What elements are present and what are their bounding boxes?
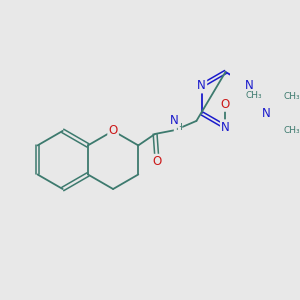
Text: O: O <box>221 98 230 111</box>
Text: CH₃: CH₃ <box>245 91 262 100</box>
Text: CH₃: CH₃ <box>284 126 300 135</box>
Text: CH₃: CH₃ <box>284 92 300 101</box>
Text: O: O <box>152 155 161 168</box>
Text: O: O <box>109 124 118 137</box>
Text: H: H <box>175 122 182 131</box>
Text: N: N <box>197 79 206 92</box>
Text: N: N <box>170 114 178 127</box>
Text: N: N <box>245 79 254 92</box>
Text: N: N <box>221 121 230 134</box>
Text: N: N <box>262 107 271 120</box>
